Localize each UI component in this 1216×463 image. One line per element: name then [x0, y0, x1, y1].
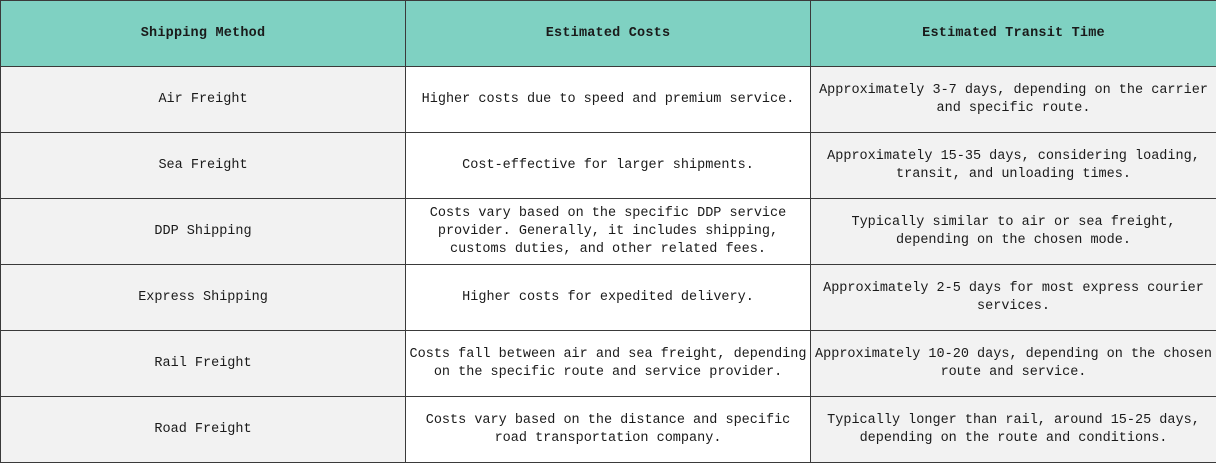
transit-cell: Typically longer than rail, around 15-25… — [810, 396, 1216, 463]
table-row: Express Shipping Higher costs for expedi… — [0, 264, 1216, 331]
header-estimated-transit-time: Estimated Transit Time — [810, 0, 1216, 67]
method-cell: Express Shipping — [0, 264, 406, 331]
transit-cell: Approximately 15-35 days, considering lo… — [810, 132, 1216, 199]
header-row: Shipping Method Estimated Costs Estimate… — [0, 0, 1216, 67]
table-row: Air Freight Higher costs due to speed an… — [0, 66, 1216, 133]
table-row: Sea Freight Cost-effective for larger sh… — [0, 132, 1216, 199]
table-row: Rail Freight Costs fall between air and … — [0, 330, 1216, 397]
transit-cell: Approximately 3-7 days, depending on the… — [810, 66, 1216, 133]
transit-cell: Approximately 2-5 days for most express … — [810, 264, 1216, 331]
transit-cell: Typically similar to air or sea freight,… — [810, 198, 1216, 265]
table-body: Air Freight Higher costs due to speed an… — [0, 66, 1216, 463]
cost-cell: Higher costs for expedited delivery. — [405, 264, 811, 331]
cost-cell: Costs vary based on the specific DDP ser… — [405, 198, 811, 265]
cost-cell: Costs fall between air and sea freight, … — [405, 330, 811, 397]
method-cell: Sea Freight — [0, 132, 406, 199]
header-shipping-method: Shipping Method — [0, 0, 406, 67]
transit-cell: Approximately 10-20 days, depending on t… — [810, 330, 1216, 397]
method-cell: Air Freight — [0, 66, 406, 133]
cost-cell: Higher costs due to speed and premium se… — [405, 66, 811, 133]
table-row: DDP Shipping Costs vary based on the spe… — [0, 198, 1216, 265]
method-cell: Road Freight — [0, 396, 406, 463]
cost-cell: Cost-effective for larger shipments. — [405, 132, 811, 199]
cost-cell: Costs vary based on the distance and spe… — [405, 396, 811, 463]
method-cell: Rail Freight — [0, 330, 406, 397]
table-row: Road Freight Costs vary based on the dis… — [0, 396, 1216, 463]
header-estimated-costs: Estimated Costs — [405, 0, 811, 67]
table-header: Shipping Method Estimated Costs Estimate… — [0, 0, 1216, 67]
method-cell: DDP Shipping — [0, 198, 406, 265]
